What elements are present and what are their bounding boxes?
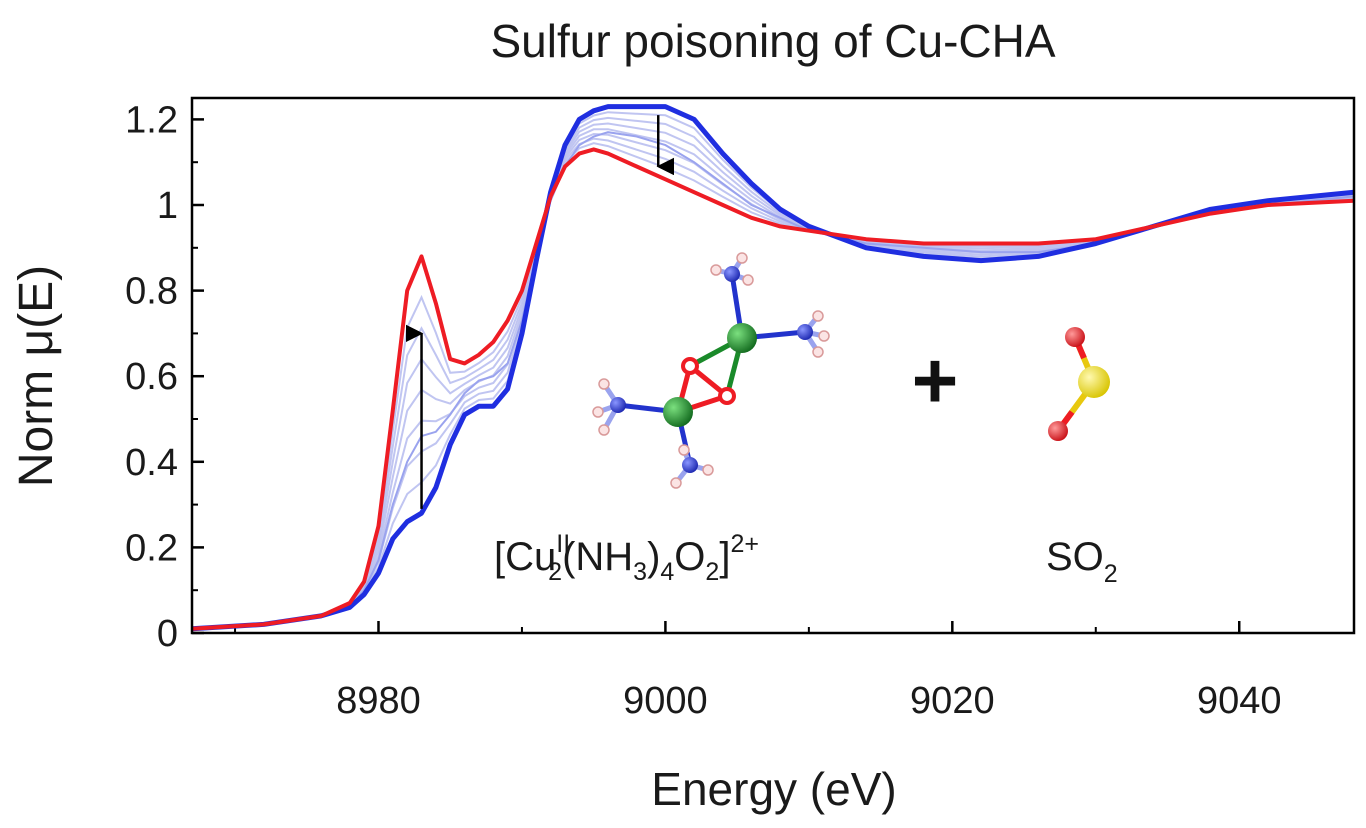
molecule-label: SO2 (1046, 535, 1118, 588)
x-tick-label: 9000 (623, 680, 708, 722)
cu-complex-structure (592, 252, 830, 489)
axis-ticks: 8980 9000 9020 9040 0 0.2 0.4 0.6 0.8 1 1.2 (125, 99, 1281, 722)
y-tick-label: 0.2 (125, 527, 178, 569)
chart-title: Sulfur poisoning of Cu-CHA (490, 15, 1055, 67)
plus-sign: + (912, 336, 959, 425)
y-tick-label: 0.4 (125, 442, 178, 484)
complex-label: [CuII 2(NH3)4O2]2+ (494, 530, 759, 586)
y-tick-label: 1.2 (125, 99, 178, 141)
initial-spectrum (191, 104, 1355, 632)
y-tick-label: 0.6 (125, 356, 178, 398)
intermediate-spectrum (191, 132, 1355, 630)
annotations (405, 115, 674, 509)
y-tick-label: 0 (157, 613, 178, 655)
intermediate-spectrum (191, 122, 1355, 630)
y-tick-label: 1 (157, 185, 178, 227)
intermediate-spectrum (191, 111, 1355, 630)
x-tick-label: 8980 (336, 680, 421, 722)
data-series (191, 104, 1355, 632)
x-tick-label: 9020 (910, 680, 995, 722)
intermediate-spectrum (191, 116, 1355, 630)
intermediate-spectrum (191, 137, 1355, 630)
intermediate-spectrum (191, 131, 1355, 630)
so2-structure (1048, 327, 1110, 441)
final-spectrum (191, 147, 1355, 631)
plot-frame (190, 96, 1356, 635)
x-tick-label: 9040 (1197, 680, 1282, 722)
y-tick-label: 0.8 (125, 271, 178, 313)
y-axis-label: Norm μ(E) (10, 265, 63, 487)
x-axis-label: Energy (eV) (651, 763, 896, 815)
